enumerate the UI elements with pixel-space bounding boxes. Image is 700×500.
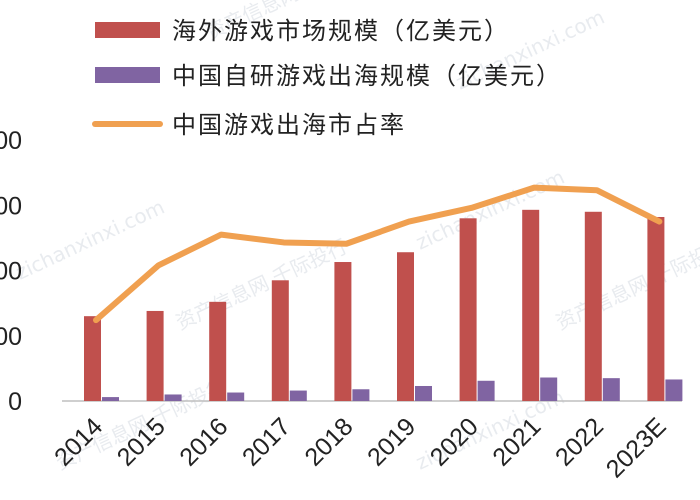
x-tick-label: 2019 bbox=[362, 412, 421, 471]
line-market-share bbox=[93, 184, 663, 324]
bar-overseas-market bbox=[459, 218, 477, 401]
bar-overseas-market bbox=[334, 262, 352, 401]
bar-china-self-developed bbox=[665, 379, 683, 401]
bar-overseas-market bbox=[647, 216, 665, 401]
legend: 海外游戏市场规模（亿美元） 中国自研游戏出海规模（亿美元） 中国游戏出海市占率 bbox=[92, 17, 562, 139]
legend-label: 中国自研游戏出海规模（亿美元） bbox=[172, 62, 562, 90]
x-axis: 2014 2015 2016 2017 2018 2019 2020 2021 20222023… bbox=[49, 412, 672, 483]
watermark-text: zichanxinxi.com bbox=[412, 165, 568, 255]
bar-china-self-developed bbox=[227, 392, 245, 401]
x-tick-label: 2016 bbox=[174, 412, 233, 471]
x-tick-label: 2017 bbox=[237, 412, 296, 471]
legend-label: 中国游戏出海市占率 bbox=[172, 111, 406, 139]
bar-overseas-market bbox=[522, 209, 540, 401]
bar-overseas-market bbox=[84, 316, 101, 401]
bar-overseas-market bbox=[397, 252, 414, 401]
bars-group bbox=[84, 209, 683, 401]
bar-china-self-developed bbox=[102, 397, 119, 401]
y-tick-label: 00 bbox=[0, 192, 22, 220]
bar-china-self-developed bbox=[289, 390, 307, 401]
legend-swatch-bar bbox=[95, 22, 160, 38]
x-tick-label: 2023E bbox=[601, 412, 672, 483]
bar-overseas-market bbox=[271, 280, 289, 401]
y-tick-label: 00 bbox=[0, 258, 22, 286]
bar-overseas-market bbox=[146, 310, 164, 401]
y-tick-label: 00 bbox=[0, 323, 22, 351]
x-tick-label: 2022 bbox=[550, 412, 609, 471]
watermark-text: 资产信息网 千际投行 bbox=[172, 234, 351, 335]
bar-china-self-developed bbox=[352, 389, 370, 401]
x-tick-label: 2018 bbox=[300, 412, 359, 471]
bar-china-self-developed bbox=[164, 394, 182, 401]
bar-china-self-developed bbox=[415, 385, 432, 401]
watermark-text: zichanxinxi.com bbox=[12, 195, 168, 285]
bar-overseas-market bbox=[209, 301, 227, 401]
legend-swatch-bar bbox=[95, 67, 160, 83]
bar-china-self-developed bbox=[540, 377, 558, 401]
watermark-text: 资产信息网 千际投行 bbox=[552, 234, 700, 335]
y-tick-label: 0 bbox=[8, 388, 22, 416]
bar-china-self-developed bbox=[477, 380, 495, 401]
line-series-group bbox=[93, 184, 663, 324]
bar-china-self-developed bbox=[602, 378, 620, 401]
legend-label: 海外游戏市场规模（亿美元） bbox=[172, 17, 510, 45]
bar-overseas-market bbox=[584, 211, 602, 401]
y-tick-label: 00 bbox=[0, 127, 22, 155]
